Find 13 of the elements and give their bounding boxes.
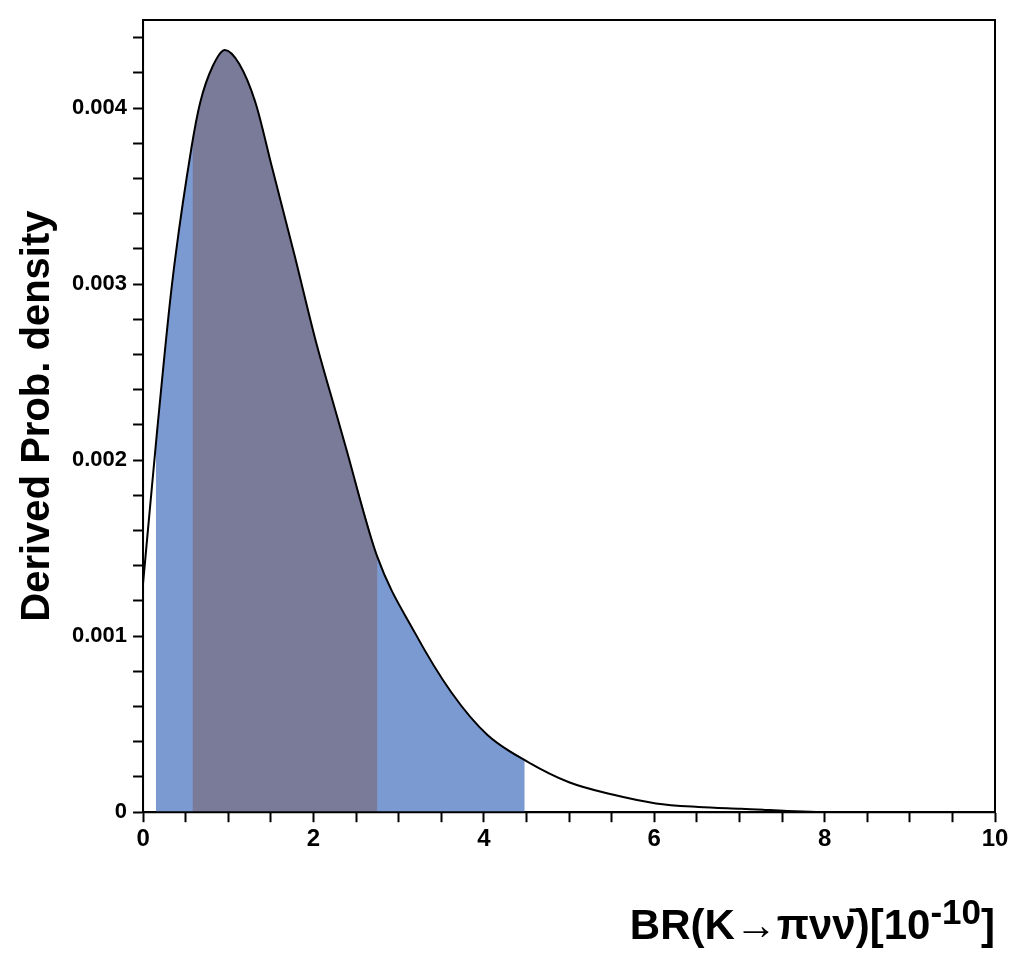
x-tick-label: 8 [817, 824, 832, 852]
y-tick-label: 0.004 [71, 94, 128, 120]
y-tick-label: 0.003 [71, 270, 128, 296]
y-tick-label: 0.001 [71, 622, 128, 648]
x-tick-label: 4 [477, 824, 492, 852]
y-axis-title: Derived Prob. density [13, 209, 58, 622]
y-tick-label: 0.002 [71, 446, 128, 472]
x-tick-label: 0 [136, 824, 150, 852]
x-axis-title: BR(K→πνν̄)[10$^{-10}$] [629, 892, 995, 949]
x-tick-label: 10 [981, 824, 1009, 852]
y-tick-label: 0 [114, 798, 128, 824]
x-tick-label: 6 [647, 824, 661, 852]
x-tick-label: 2 [306, 824, 321, 852]
